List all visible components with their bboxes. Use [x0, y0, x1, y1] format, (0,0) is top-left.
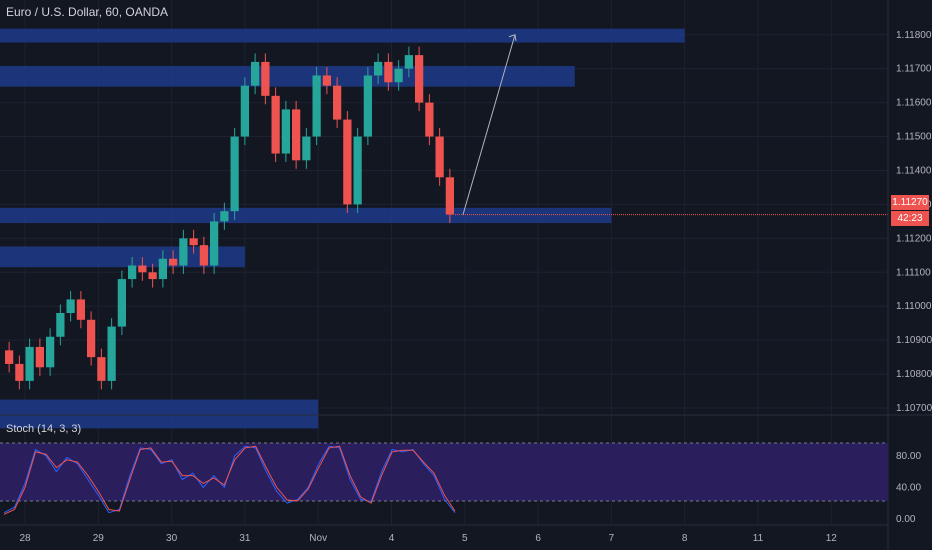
time-tick-label: 4	[389, 533, 395, 544]
candle-body	[322, 75, 331, 86]
candle-body	[374, 61, 383, 76]
candle-body	[220, 211, 229, 222]
candle-body	[117, 279, 126, 327]
time-tick-label: Nov	[309, 533, 327, 544]
time-tick-label: 5	[462, 533, 468, 544]
candle-body	[384, 61, 393, 83]
candle-body	[302, 136, 311, 161]
price-tick-label: 1.11000	[896, 301, 932, 312]
candle-body	[312, 75, 321, 137]
candle-body	[179, 238, 188, 266]
candle-body	[35, 346, 44, 368]
zone-rect	[0, 246, 245, 268]
time-tick-label: 8	[682, 533, 688, 544]
price-tick-label: 1.11400	[896, 165, 932, 176]
candle-body	[66, 299, 75, 314]
symbol-title: Euro / U.S. Dollar, 60, OANDA	[6, 5, 169, 19]
candle-body	[76, 299, 85, 320]
candle-body	[5, 350, 14, 364]
candle-body	[343, 119, 352, 205]
candle-body	[240, 85, 249, 137]
candle-body	[251, 61, 260, 86]
candle-body	[138, 265, 147, 273]
candle-body	[230, 136, 239, 212]
candle-body	[404, 55, 413, 69]
candle-body	[148, 272, 157, 280]
price-tick-label: 1.11100	[896, 267, 931, 278]
candle-body	[394, 68, 403, 83]
candle-body	[56, 313, 65, 337]
candle-body	[158, 258, 167, 280]
candle-body	[333, 85, 342, 120]
price-tick-label: 1.11800	[896, 30, 932, 41]
time-tick-label: 30	[166, 533, 178, 544]
stoch-tick-label: 40.00	[896, 482, 921, 493]
zone-rect	[0, 399, 319, 429]
candle-body	[210, 221, 219, 266]
time-tick-label: 28	[19, 533, 31, 544]
last-price-badge: 1.11270	[891, 195, 929, 210]
time-tick-label: 29	[93, 533, 105, 544]
time-tick-label: 11	[753, 533, 764, 544]
candle-body	[87, 319, 96, 358]
price-tick-label: 1.11600	[896, 98, 932, 109]
candle-body	[128, 265, 137, 280]
candle-body	[415, 55, 424, 103]
stoch-title: Stoch (14, 3, 3)	[6, 423, 82, 435]
price-tick-label: 1.11500	[896, 132, 932, 143]
target-arrow-head	[508, 34, 517, 41]
candle-body	[435, 136, 444, 178]
candle-body	[425, 102, 434, 137]
candle-body	[353, 136, 362, 205]
candle-body	[292, 109, 301, 161]
candle-body	[15, 363, 24, 381]
candle-body	[97, 357, 106, 381]
candle-body	[271, 95, 280, 154]
time-tick-label: 12	[826, 533, 838, 544]
price-tick-label: 1.11700	[896, 64, 932, 75]
price-tick-label: 1.10900	[896, 335, 932, 346]
candle-body	[363, 75, 372, 137]
zone-rect	[0, 28, 685, 43]
candle-body	[107, 326, 116, 381]
candle-body	[46, 336, 55, 368]
time-tick-label: 7	[609, 533, 615, 544]
zone-rect	[0, 65, 575, 87]
candle-body	[281, 109, 290, 154]
time-tick-label: 31	[239, 533, 251, 544]
zone-rect	[0, 207, 612, 224]
time-tick-label: 6	[535, 533, 541, 544]
price-tick-label: 1.10700	[896, 403, 932, 414]
candle-body	[261, 61, 270, 96]
stoch-series-line	[3, 445, 456, 515]
stoch-tick-label: 80.00	[896, 451, 921, 462]
stoch-band	[0, 443, 888, 501]
candle-body	[199, 245, 208, 266]
price-tick-label: 1.11200	[896, 233, 932, 244]
target-arrow-line	[462, 34, 516, 215]
candle-body	[445, 177, 454, 215]
candle-body	[25, 346, 34, 381]
candle-body	[189, 238, 198, 246]
price-tick-label: 1.10800	[896, 369, 932, 380]
countdown-badge: 42:23	[891, 211, 929, 226]
stoch-tick-label: 0.00	[896, 514, 916, 525]
candle-body	[169, 258, 178, 266]
